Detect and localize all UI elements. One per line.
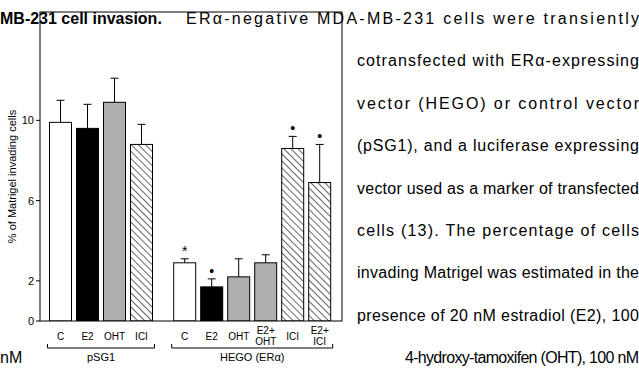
heading: MB-231 cell invasion.: [0, 10, 162, 27]
annotation: •: [209, 263, 214, 279]
category-label-line: ICI: [313, 336, 326, 347]
error-bar: [84, 104, 92, 128]
category-label-line: OHT: [104, 331, 125, 342]
y-tick-label: 0: [28, 315, 34, 327]
error-cap: [111, 78, 119, 79]
error-cap: [262, 254, 270, 255]
error-bar: [262, 255, 270, 263]
category-label-line: C: [181, 331, 188, 342]
error-bar: [181, 259, 189, 263]
annotation: *: [182, 243, 188, 259]
error-stem: [87, 104, 88, 128]
group-label: HEGO (ERα): [220, 351, 284, 363]
category-label-line: C: [57, 331, 64, 342]
category-label-line: E2: [206, 331, 219, 342]
category-label: E2: [81, 331, 94, 342]
caption-line: invading Matrigel was estimated in the: [357, 264, 639, 281]
bars: [50, 78, 331, 321]
group-bracket: [48, 344, 155, 348]
error-bar: [138, 124, 146, 144]
bar: [255, 263, 277, 321]
caption-line: vector (HEGO) or control vector: [357, 95, 639, 112]
error-cap: [84, 104, 92, 105]
page: MB-231 cell invasion. ERα-negative MDA-MB…: [0, 0, 639, 372]
category-label: C: [57, 331, 64, 342]
category-label-line: OHT: [255, 336, 276, 347]
error-cap: [57, 100, 65, 101]
group-label: pSG1: [87, 351, 115, 363]
error-bar: [57, 100, 65, 122]
caption-line: vector used as a marker of transfected: [357, 180, 639, 197]
y-tick: [36, 200, 40, 201]
error-stem: [60, 100, 61, 122]
error-bar: [235, 259, 243, 277]
bar: [282, 148, 304, 321]
caption-line: ERα-negative MDA-MB-231 cells were trans…: [186, 10, 639, 27]
y-axis-label: % of Matrigel invading cells: [6, 109, 18, 243]
category-label: E2+ICI: [311, 325, 329, 347]
y-tick: [36, 120, 40, 121]
y-tick-label: 2: [28, 275, 34, 287]
y-tick: [36, 280, 40, 281]
error-stem: [211, 279, 212, 287]
y-tick: [36, 321, 40, 322]
bar: [309, 183, 331, 321]
error-stem: [238, 259, 239, 277]
bar: [228, 277, 250, 321]
error-cap: [235, 258, 243, 259]
error-bar: [208, 279, 216, 287]
category-label: ICI: [135, 331, 148, 342]
category-label: OHT: [104, 331, 125, 342]
category-label: OHT: [228, 331, 249, 342]
caption-line: presence of 20 nM estradiol (E2), 100: [357, 307, 639, 324]
error-stem: [292, 136, 293, 148]
error-stem: [184, 259, 185, 263]
category-label-line: ICI: [286, 331, 299, 342]
bar: [201, 287, 223, 321]
y-tick-label: 10: [22, 114, 34, 126]
error-stem: [114, 78, 115, 102]
plot-frame: [40, 12, 342, 321]
error-stem: [319, 144, 320, 182]
category-label: C: [181, 331, 188, 342]
bar: [104, 102, 126, 321]
category-label-line: E2+: [311, 325, 329, 336]
bar: [174, 263, 196, 321]
category-label-line: ICI: [135, 331, 148, 342]
category-label: E2+OHT: [255, 325, 276, 347]
error-bar: [316, 144, 324, 182]
error-cap: [138, 124, 146, 125]
caption-line: cotransfected with ERα-expressing: [357, 52, 639, 69]
category-label: ICI: [286, 331, 299, 342]
error-stem: [265, 255, 266, 263]
caption-line: 4-hydroxy-tamoxifen (OHT), 100 nM: [405, 349, 639, 366]
caption-line: nM: [0, 349, 22, 366]
error-bar: [111, 78, 119, 102]
error-stem: [141, 124, 142, 144]
bar: [77, 128, 99, 321]
bar: [131, 144, 153, 321]
annotation: •: [290, 120, 295, 136]
bar: [50, 122, 72, 321]
category-label: E2: [206, 331, 219, 342]
category-label-line: OHT: [228, 331, 249, 342]
caption-line: cells (13). The percentage of cells: [357, 222, 639, 239]
annotation: •: [317, 128, 322, 144]
group-bracket: [172, 344, 333, 348]
chart: 0 2 6 10 % of Matrigel invading cells C E2 OHT I…: [6, 12, 342, 363]
y-tick-label: 6: [28, 195, 34, 207]
category-label-line: E2+: [257, 325, 275, 336]
error-bar: [289, 136, 297, 148]
category-label-line: E2: [81, 331, 94, 342]
caption-line: (pSG1), and a luciferase expressing: [357, 137, 639, 154]
